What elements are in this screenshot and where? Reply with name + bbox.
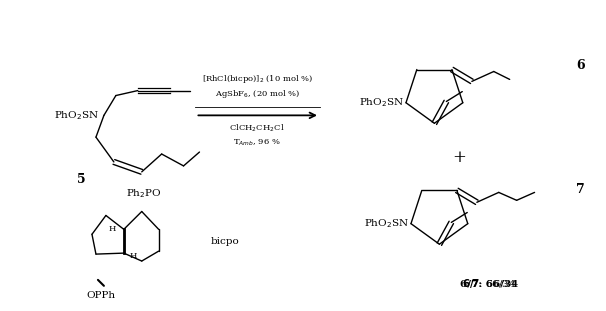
Text: [RhCl(bicpo)]$_2$ (10 mol %): [RhCl(bicpo)]$_2$ (10 mol %) <box>202 73 313 85</box>
Text: +: + <box>452 150 466 166</box>
Text: H: H <box>130 252 137 260</box>
Text: 5: 5 <box>77 173 85 186</box>
Text: 6: 6 <box>576 59 585 72</box>
Text: Ph$_2$PO: Ph$_2$PO <box>126 187 162 200</box>
Text: PhO$_2$SN: PhO$_2$SN <box>364 217 409 230</box>
Text: $\mathbf{6/7}$: 66/34: $\mathbf{6/7}$: 66/34 <box>462 277 516 290</box>
Text: T$_{Amb}$, 96 %: T$_{Amb}$, 96 % <box>233 138 281 148</box>
Text: bicpo: bicpo <box>210 237 239 246</box>
Text: 6/7: 66/34: 6/7: 66/34 <box>460 279 518 288</box>
Text: PhO$_2$SN: PhO$_2$SN <box>359 96 404 109</box>
Text: AgSbF$_6$, (20 mol %): AgSbF$_6$, (20 mol %) <box>215 88 300 100</box>
Text: 7: 7 <box>576 183 585 196</box>
Text: OPPh: OPPh <box>87 291 116 300</box>
Text: ClCH$_2$CH$_2$Cl: ClCH$_2$CH$_2$Cl <box>230 123 285 134</box>
Text: H: H <box>108 225 116 233</box>
Text: PhO$_2$SN: PhO$_2$SN <box>54 109 99 122</box>
